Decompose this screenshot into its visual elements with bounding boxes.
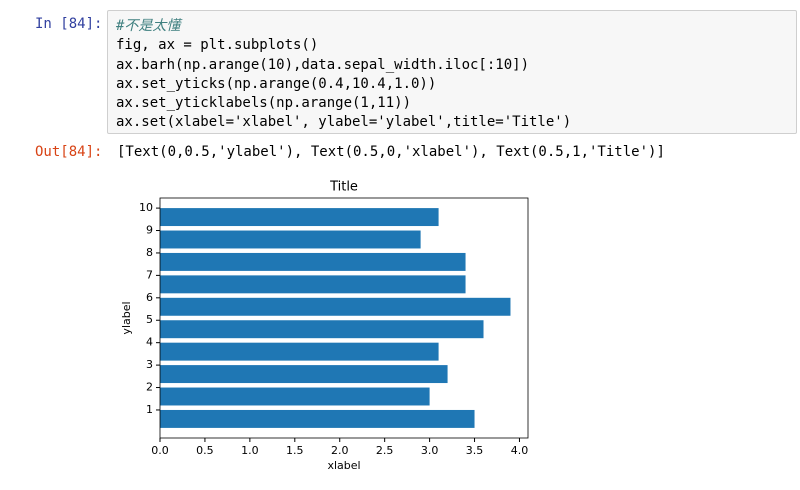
x-tick-label: 0.5 [196,444,214,457]
y-axis-label: ylabel [120,301,133,334]
code-line: ax.set(xlabel='xlabel', ylabel='ylabel',… [116,114,572,131]
x-tick-label: 1.5 [286,444,304,457]
y-tick-label: 10 [139,201,153,214]
x-tick-label: 1.0 [241,444,259,457]
bar [160,297,511,316]
y-tick-label: 5 [146,313,153,326]
y-tick-label: 1 [146,403,153,416]
bar [160,275,466,294]
y-tick-label: 3 [146,358,153,371]
code-line: ax.set_yticks(np.arange(0.4,10.4,1.0)) [116,75,437,92]
y-tick-label: 8 [146,246,153,259]
code-line: ax.barh(np.arange(10),data.sepal_width.i… [116,56,530,73]
input-prompt: In [84]: [35,16,103,32]
bar [160,409,475,428]
y-tick-label: 2 [146,381,153,394]
chart-title: Title [329,180,358,195]
x-tick-label: 4.0 [511,444,529,457]
bar [160,252,466,271]
code-line: ax.set_yticklabels(np.arange(1,11)) [116,95,412,112]
code-cell[interactable]: #不是太懂 fig, ax = plt.subplots() ax.barh(np.… [107,10,797,134]
x-tick-label: 3.5 [466,444,484,457]
output-text: [Text(0,0.5,'ylabel'), Text(0.5,0,'xlabe… [117,144,665,160]
y-tick-label: 7 [146,268,153,281]
code-line: #不是太懂 [116,18,181,34]
x-tick-label: 2.5 [376,444,394,457]
x-tick-label: 0.0 [151,444,169,457]
y-tick-label: 9 [146,224,153,237]
axes-frame [159,197,529,439]
bar [160,230,421,249]
y-tick-label: 4 [146,336,153,349]
x-tick-label: 3.0 [421,444,439,457]
bar [160,208,439,227]
x-tick-label: 2.0 [331,444,349,457]
bar [160,342,439,361]
bar [160,320,484,339]
x-axis-label: xlabel [327,459,360,472]
bar [160,387,430,406]
y-tick-label: 6 [146,291,153,304]
bar [160,365,448,384]
code-line: fig, ax = plt.subplots() [116,37,319,54]
output-prompt: Out[84]: [35,144,103,160]
